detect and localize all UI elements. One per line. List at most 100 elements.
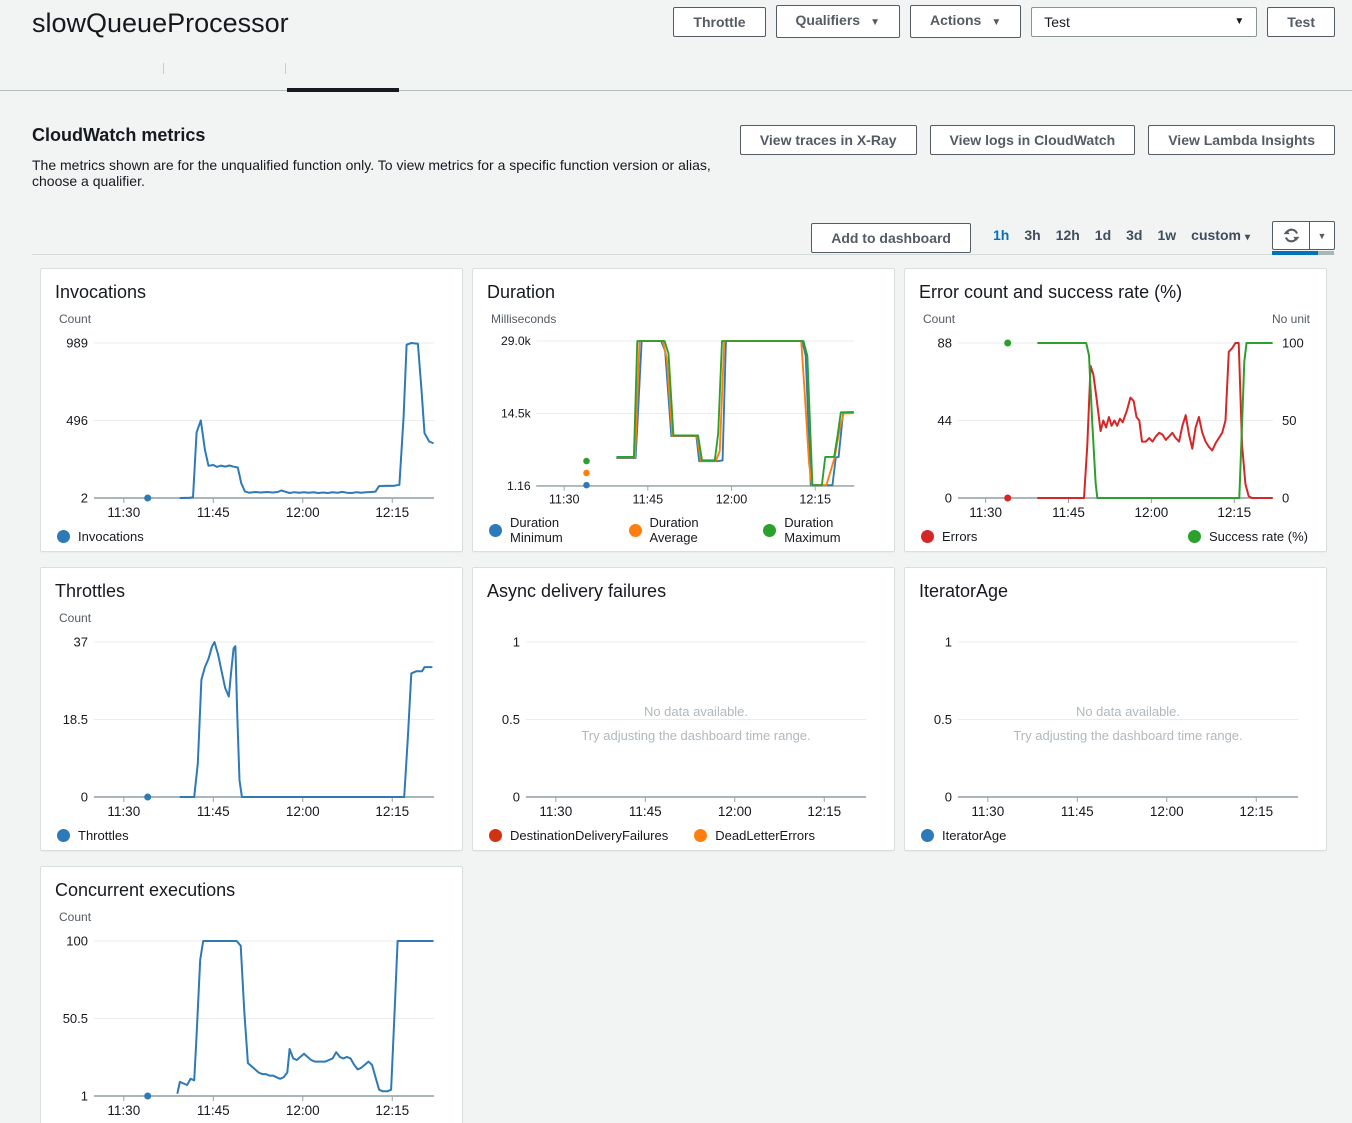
active-tab-indicator xyxy=(287,88,399,92)
right-unit-label: No unit xyxy=(1272,312,1310,328)
chart-canvas[interactable]: 10.5011:3011:4512:0012:15No data availab… xyxy=(487,627,882,827)
legend-item-deadlettererrors[interactable]: DeadLetterErrors xyxy=(694,828,815,843)
series-point-errors xyxy=(1004,495,1011,502)
left-unit-label: Count xyxy=(59,910,91,926)
chart-canvas[interactable]: 10.5011:3011:4512:0012:15No data availab… xyxy=(919,627,1314,827)
dashboard-controls-row: Add to dashboard 1h 3h 12h 1d 3d 1w custom▾ ▼ xyxy=(32,221,1335,255)
x-tick-label: 12:15 xyxy=(375,505,409,520)
legend-item-invocations[interactable]: Invocations xyxy=(57,529,144,544)
legend-item-errors[interactable]: Errors xyxy=(921,529,977,544)
time-range-3d[interactable]: 3d xyxy=(1126,227,1142,243)
chart-legend: IteratorAge xyxy=(919,828,1312,843)
cloudwatch-metrics-section: CloudWatch metrics The metrics shown are… xyxy=(0,125,1352,1123)
refresh-icon xyxy=(1283,227,1300,244)
y-tick-label-right: 50 xyxy=(1282,413,1296,428)
y-tick-label-right: 100 xyxy=(1282,336,1304,351)
legend-label: Invocations xyxy=(78,529,144,544)
chart-canvas[interactable]: 29.0k14.5k1.1611:3011:4512:0012:15 xyxy=(487,327,882,514)
chart-title: Throttles xyxy=(55,580,448,602)
actions-button[interactable]: Actions▼ xyxy=(910,5,1021,38)
chart-unit-row: Count xyxy=(55,611,448,627)
test-button[interactable]: Test xyxy=(1267,7,1335,37)
no-data-message: Try adjusting the dashboard time range. xyxy=(1013,728,1242,743)
y-tick-label-right: 0 xyxy=(1282,491,1289,506)
chart-title: Duration xyxy=(487,281,880,303)
series-point-duration-maximum xyxy=(583,458,590,465)
y-tick-label: 1 xyxy=(945,635,952,650)
legend-dot-icon xyxy=(57,530,70,543)
time-range-1d[interactable]: 1d xyxy=(1095,227,1111,243)
x-tick-label: 11:45 xyxy=(633,493,664,507)
refresh-progress-bar xyxy=(1272,251,1334,255)
legend-item-duration-average[interactable]: Duration Average xyxy=(629,515,738,545)
legend-item-duration-minimum[interactable]: Duration Minimum xyxy=(489,515,603,545)
y-tick-label: 14.5k xyxy=(501,407,532,421)
time-range-1w[interactable]: 1w xyxy=(1157,227,1176,243)
refresh-button[interactable] xyxy=(1273,222,1310,249)
chart-canvas[interactable]: 3718.5011:3011:4512:0012:15 xyxy=(55,627,450,827)
tab-1[interactable] xyxy=(24,60,163,90)
chart-unit-row: Count xyxy=(55,910,448,926)
legend-label: DestinationDeliveryFailures xyxy=(510,828,668,843)
time-range-3h[interactable]: 3h xyxy=(1024,227,1040,243)
y-tick-label: 0.5 xyxy=(502,712,520,727)
x-tick-label: 11:45 xyxy=(1061,804,1094,819)
y-tick-label: 37 xyxy=(74,635,88,650)
legend-item-throttles[interactable]: Throttles xyxy=(57,828,129,843)
series-point-concurrentexecutions xyxy=(144,1093,151,1100)
time-range-custom[interactable]: custom▾ xyxy=(1191,227,1250,243)
x-tick-label: 12:00 xyxy=(286,804,320,819)
x-tick-label: 12:00 xyxy=(286,505,320,520)
metric-card-async-delivery-failures: Async delivery failures10.5011:3011:4512… xyxy=(472,567,895,851)
x-tick-label: 11:45 xyxy=(197,1103,230,1118)
chart-legend: Invocations xyxy=(55,529,448,544)
series-point-success-rate xyxy=(1004,340,1011,347)
y-tick-label: 0 xyxy=(81,790,88,805)
chart-canvas[interactable]: 10050.5111:3011:4512:0012:15 xyxy=(55,926,450,1123)
qualifiers-button[interactable]: Qualifiers▼ xyxy=(776,5,901,38)
x-tick-label: 12:15 xyxy=(1217,505,1251,520)
legend-item-destinationdeliveryfailures[interactable]: DestinationDeliveryFailures xyxy=(489,828,668,843)
legend-item-success-rate[interactable]: Success rate (%) xyxy=(1188,529,1308,544)
y-tick-label: 496 xyxy=(66,413,88,428)
metric-card-throttles: ThrottlesCount3718.5011:3011:4512:0012:1… xyxy=(40,567,463,851)
add-to-dashboard-button[interactable]: Add to dashboard xyxy=(811,223,971,253)
y-tick-label: 0 xyxy=(945,491,952,506)
view-logs-cloudwatch-button[interactable]: View logs in CloudWatch xyxy=(930,125,1136,155)
legend-label: DeadLetterErrors xyxy=(715,828,815,843)
legend-dot-icon xyxy=(1188,530,1201,543)
time-range-1h[interactable]: 1h xyxy=(993,227,1009,243)
legend-dot-icon xyxy=(921,530,934,543)
metric-card-error-count-and-success-rate: Error count and success rate (%)CountNo … xyxy=(904,268,1327,552)
test-event-select[interactable]: Test▼ xyxy=(1031,7,1257,37)
time-range-12h[interactable]: 12h xyxy=(1056,227,1080,243)
y-tick-label: 2 xyxy=(81,491,88,506)
no-data-message: No data available. xyxy=(1076,704,1180,719)
metrics-heading: CloudWatch metrics xyxy=(32,125,740,146)
refresh-options-button[interactable]: ▼ xyxy=(1310,222,1334,249)
tab-3-active[interactable] xyxy=(285,60,399,90)
y-tick-label: 0 xyxy=(513,790,520,805)
left-unit-label: Milliseconds xyxy=(491,312,556,327)
function-header: slowQueueProcessor Throttle Qualifiers▼ … xyxy=(0,0,1352,60)
time-range-group: 1h 3h 12h 1d 3d 1w custom▾ xyxy=(993,227,1250,247)
x-tick-label: 11:30 xyxy=(107,1103,140,1118)
throttle-button[interactable]: Throttle xyxy=(673,7,765,37)
y-tick-label: 0 xyxy=(945,790,952,805)
tab-2[interactable] xyxy=(163,60,285,90)
y-tick-label: 0.5 xyxy=(934,712,952,727)
view-traces-xray-button[interactable]: View traces in X-Ray xyxy=(740,125,917,155)
y-tick-label: 1 xyxy=(81,1089,88,1104)
legend-item-duration-maximum[interactable]: Duration Maximum xyxy=(763,515,880,545)
legend-dot-icon xyxy=(489,829,502,842)
x-tick-label: 11:45 xyxy=(197,804,230,819)
chart-canvas[interactable]: 8844010050011:3011:4512:0012:15 xyxy=(919,328,1314,528)
chart-canvas[interactable]: 989496211:3011:4512:0012:15 xyxy=(55,328,450,528)
x-tick-label: 12:15 xyxy=(799,493,831,507)
x-tick-label: 12:15 xyxy=(1239,804,1273,819)
chart-title: Concurrent executions xyxy=(55,879,448,901)
tab-separator xyxy=(285,63,286,74)
legend-item-iteratorage[interactable]: IteratorAge xyxy=(921,828,1006,843)
view-lambda-insights-button[interactable]: View Lambda Insights xyxy=(1148,125,1335,155)
legend-dot-icon xyxy=(694,829,707,842)
